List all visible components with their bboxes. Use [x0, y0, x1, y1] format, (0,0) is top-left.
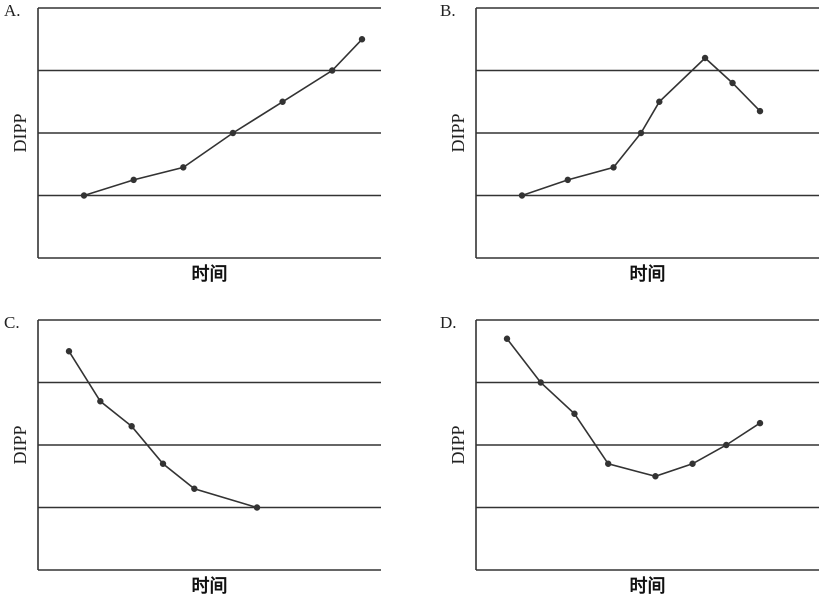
data-point — [729, 79, 736, 87]
data-point — [80, 192, 88, 199]
series-line — [68, 350, 258, 509]
y-axis-label: DIPP — [10, 113, 30, 152]
data-point — [503, 335, 511, 342]
data-point — [756, 419, 764, 427]
x-axis-label: 时间 — [630, 576, 666, 597]
x-axis-label: 时间 — [192, 576, 228, 597]
data-point — [652, 473, 659, 480]
data-point — [637, 129, 645, 137]
y-axis-label: DIPP — [448, 113, 468, 152]
data-point — [571, 410, 578, 417]
data-point — [358, 36, 366, 43]
data-point — [518, 192, 526, 199]
panel-label: D. — [440, 313, 457, 332]
data-point — [279, 98, 286, 105]
data-point — [253, 504, 261, 511]
data-point — [128, 423, 135, 430]
chart-panel-4: D. DIPP 时间 — [440, 313, 819, 597]
data-point — [65, 348, 73, 355]
data-point — [97, 398, 104, 405]
data-point — [130, 176, 137, 184]
data-point — [191, 485, 198, 492]
data-point — [537, 379, 544, 386]
y-axis-label: DIPP — [10, 425, 30, 464]
data-point — [564, 176, 571, 184]
chart-panel-2: B. DIPP 时间 — [440, 1, 819, 285]
series-line — [506, 338, 761, 478]
data-point — [605, 460, 612, 467]
y-axis-label: DIPP — [448, 425, 468, 464]
x-axis-label: 时间 — [630, 264, 666, 285]
data-point — [610, 164, 617, 171]
data-point — [180, 164, 187, 171]
data-point — [689, 460, 696, 467]
data-point — [229, 129, 237, 137]
series-line — [83, 38, 363, 197]
data-point — [159, 460, 167, 467]
panel-label: C. — [4, 313, 20, 332]
panel-label: B. — [440, 1, 456, 20]
data-point — [329, 67, 336, 74]
panel-label: A. — [4, 1, 21, 20]
data-point — [701, 54, 709, 62]
series-line — [521, 56, 761, 197]
x-axis-label: 时间 — [192, 264, 228, 285]
chart-panel-3: C. DIPP 时间 — [4, 313, 381, 597]
data-point — [756, 107, 764, 115]
data-point — [656, 98, 663, 105]
data-point — [723, 441, 730, 449]
chart-panel-1: A. DIPP 时间 — [4, 1, 381, 285]
